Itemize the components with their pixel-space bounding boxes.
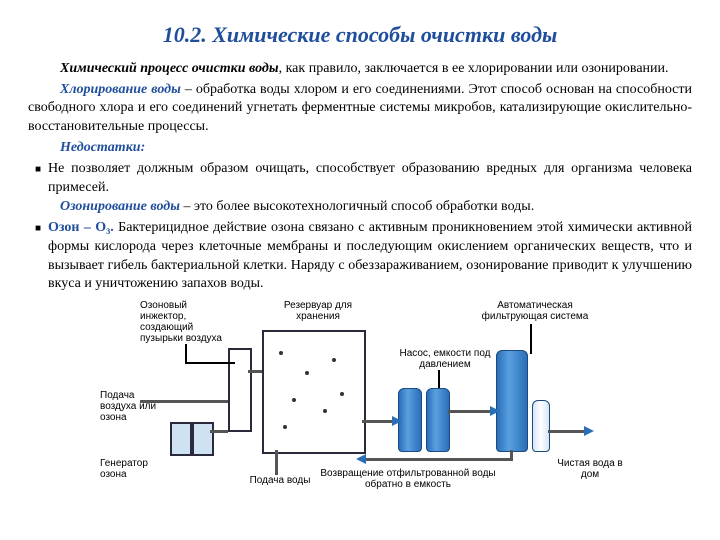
reservoir	[262, 330, 366, 454]
pipe-pump-filter	[448, 410, 496, 413]
pipe-gen	[210, 430, 228, 433]
lead-4: Озонирование воды	[60, 199, 180, 214]
bullet-marker: ■	[28, 219, 48, 238]
bullet-2: ■ Озон – О₃. Бактерицидное действие озон…	[28, 219, 692, 295]
gen-box-1	[170, 422, 192, 456]
lead-3: Недостатки:	[60, 140, 145, 155]
pipe-clean	[548, 430, 586, 433]
pipe-inj-res	[248, 370, 262, 373]
label-clean: Чистая вода в дом	[555, 458, 625, 480]
label-reservoir: Резервуар для хранения	[268, 300, 368, 322]
label-pump: Насос, емкости под давлением	[390, 348, 500, 370]
arrow-clean	[584, 426, 594, 436]
label-gen: Генератор озона	[100, 458, 170, 480]
bullet-1: ■ Не позволяет должным образом очищать, …	[28, 160, 692, 198]
leader-injector	[185, 344, 187, 362]
leader-filter	[530, 324, 532, 354]
rest-1: , как правило, заключается в ее хлориров…	[279, 61, 669, 76]
rest-4: – это более высокотехнологичный способ о…	[180, 199, 534, 214]
paragraph-2: Хлорирование воды – обработка воды хлоро…	[28, 81, 692, 138]
arrow-pump-filter	[490, 406, 500, 416]
gen-box-2	[192, 422, 214, 456]
label-return: Возвращение отфильтрованной воды обратно…	[318, 468, 498, 490]
paragraph-3: Недостатки:	[28, 139, 692, 158]
leader-injector-h	[185, 362, 235, 364]
label-injector: Озоновый инжектор, создающий пузырьки во…	[140, 300, 230, 344]
arrow-return	[356, 454, 366, 464]
bullet-1-text: Не позволяет должным образом очищать, сп…	[48, 160, 692, 198]
injector	[228, 348, 252, 432]
pipe-air	[140, 400, 228, 403]
lead-2: Хлорирование воды	[60, 82, 181, 97]
diagram: Озоновый инжектор, создающий пузырьки во…	[100, 300, 620, 490]
lead-5: Озон – О₃.	[48, 220, 114, 235]
pipe-return	[362, 458, 512, 461]
paragraph-1: Химический процесс очистки воды, как пра…	[28, 60, 692, 79]
page-title: 10.2. Химические способы очистки воды	[28, 20, 692, 50]
bullet-marker: ■	[28, 160, 48, 179]
label-filter: Автоматическая фильтрующая система	[470, 300, 600, 322]
tank-2	[426, 388, 450, 452]
pipe-supply	[275, 450, 278, 475]
filter-column	[496, 350, 528, 452]
label-supply: Подача воды	[240, 475, 320, 486]
lead-1: Химический процесс очистки воды	[60, 61, 279, 76]
brine-tank	[532, 400, 550, 452]
bullet-2-text: Озон – О₃. Бактерицидное действие озона …	[48, 219, 692, 295]
label-air: Подача воздуха или озона	[100, 390, 172, 423]
paragraph-4: Озонирование воды – это более высокотехн…	[28, 198, 692, 217]
rest-5: Бактерицидное действие озона связано с а…	[48, 220, 692, 292]
arrow-res-pump	[392, 416, 402, 426]
leader-pump	[438, 370, 440, 388]
pipe-return-v	[510, 450, 513, 461]
